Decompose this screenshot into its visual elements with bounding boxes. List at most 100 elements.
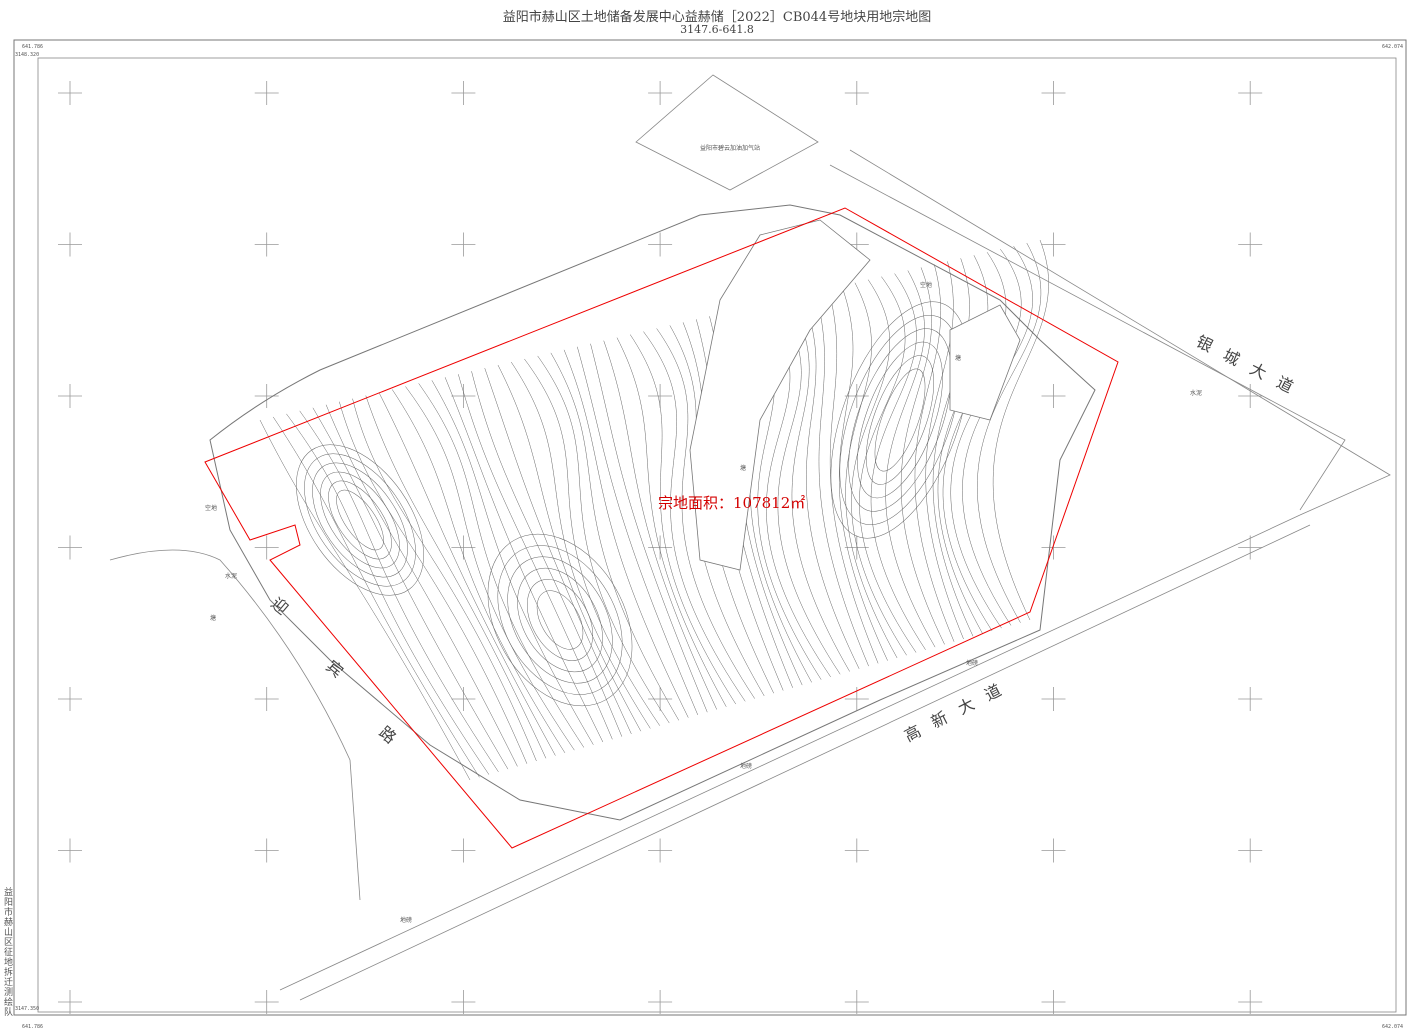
gas-station-label: 益阳市碧云加油加气站 (700, 144, 760, 152)
contour-ring (497, 545, 623, 695)
contour-ring (536, 590, 584, 650)
contour-line (273, 416, 480, 778)
contour-line (484, 368, 632, 735)
contour-line (788, 297, 850, 672)
contour-line (914, 264, 955, 642)
contour-line (828, 288, 879, 664)
feature-label: 地磅 (740, 762, 752, 770)
subtitle: 3147.6-641.8 (680, 23, 754, 36)
road-edges (109, 149, 1391, 1001)
pond (689, 219, 871, 571)
contour-line (391, 389, 566, 754)
area-label: 宗地面积：107812㎡ (658, 494, 805, 512)
feature-label: 塘 (210, 614, 216, 622)
contour-line (550, 352, 680, 721)
feature-label: 塘 (955, 354, 961, 362)
contour-line (845, 282, 898, 659)
contour-line (629, 334, 736, 705)
corner-coord: 641.786 (22, 44, 43, 50)
contour-line (900, 267, 945, 645)
contour-line (286, 413, 490, 775)
contour-line (616, 337, 727, 707)
contour-line (497, 364, 642, 732)
contour-ring (848, 328, 952, 512)
contour-line (444, 377, 604, 743)
contour-line (603, 340, 718, 710)
contour-line (656, 328, 755, 699)
contour-ring (866, 355, 934, 485)
feature-label: 地磅 (400, 916, 412, 924)
contour-line (932, 258, 974, 637)
contour-line (859, 276, 917, 653)
contour-line (352, 398, 537, 762)
contour-line (312, 407, 509, 770)
contour-ring (857, 341, 943, 499)
contour-line (590, 343, 708, 713)
feature-label: 空地 (920, 281, 932, 289)
contour-line (577, 346, 699, 716)
corner-coord: 641.786 (22, 1024, 43, 1030)
corner-coord: 642.074 (1382, 44, 1403, 50)
road-label: 宾 (322, 657, 357, 691)
contour-line (962, 245, 1033, 626)
contour-line (510, 361, 651, 729)
contour-line (815, 291, 869, 667)
contour-line (259, 419, 471, 781)
contour-ring (517, 567, 603, 673)
contour-line (524, 358, 661, 726)
contour-ring (336, 489, 384, 551)
contour-ring (874, 368, 926, 472)
grid-crosses (58, 81, 1263, 1014)
contour-ring (328, 480, 392, 560)
contour-line (977, 242, 1042, 623)
parcel-boundary (204, 207, 1119, 849)
contour-ring (296, 444, 424, 596)
contour-line (992, 239, 1049, 621)
road-label: 路 (375, 723, 410, 757)
contour-line (563, 349, 689, 718)
contour-line (870, 273, 926, 650)
contour-line (838, 285, 888, 661)
inner-frame (37, 57, 1397, 1013)
contour-ring (527, 579, 593, 661)
contour-line (925, 261, 964, 640)
contour-line (299, 410, 499, 773)
contour-ring (830, 301, 970, 539)
side-text: 益阳市赫山区征地拆迁测绘队 (4, 888, 14, 1018)
contour-ring (304, 453, 416, 587)
contour-ring (507, 556, 613, 684)
contour-line (801, 294, 860, 669)
contour-line (471, 371, 623, 737)
corner-coord: 3148.320 (15, 52, 39, 58)
contour-line (851, 279, 907, 656)
feature-label: 空地 (205, 504, 217, 512)
contour-line (458, 374, 613, 740)
corner-coord: 3147.350 (15, 1006, 39, 1012)
contour-line (365, 395, 547, 759)
outer-frame (13, 39, 1407, 1016)
contour-ring (320, 471, 400, 569)
contour-line (431, 380, 594, 745)
terrain-outline (209, 204, 1096, 821)
feature-label: 塘 (740, 464, 746, 472)
gas-station-outline (635, 74, 819, 191)
contour-line (537, 355, 670, 724)
contour-line (885, 270, 936, 648)
corner-coord: 642.074 (1382, 1024, 1403, 1030)
contour-ring (487, 533, 633, 707)
title: 益阳市赫山区土地储备发展中心益赫储［2022］CB044号地块用地宗地图 (503, 9, 931, 25)
contour-line (339, 401, 528, 764)
contour-ring (312, 462, 408, 578)
feature-label: 地磅 (966, 659, 978, 667)
feature-label: 水泥 (1190, 389, 1202, 397)
contour-line (378, 392, 556, 756)
road-label: 迎 (267, 594, 302, 628)
feature-label: 水泥 (225, 572, 237, 580)
contour-line (643, 331, 746, 702)
contour-line (418, 383, 585, 748)
contour-ring (839, 314, 961, 526)
contour-line (405, 386, 575, 751)
road-label: 高新大道 (901, 674, 1017, 745)
